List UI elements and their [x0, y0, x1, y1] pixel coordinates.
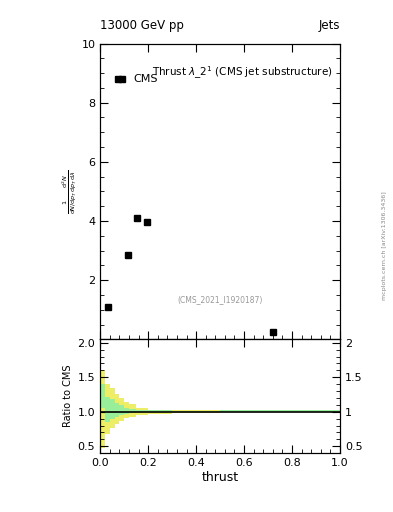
Text: 13000 GeV pp: 13000 GeV pp: [100, 19, 184, 32]
Text: CMS: CMS: [134, 74, 158, 84]
Text: mcplots.cern.ch [arXiv:1306.3436]: mcplots.cern.ch [arXiv:1306.3436]: [382, 191, 387, 300]
Y-axis label: $\frac{1}{\mathrm{d}N/\mathrm{d}p_{T}} \frac{\mathrm{d}^{2}N}{\mathrm{d}p_{T}\,\: $\frac{1}{\mathrm{d}N/\mathrm{d}p_{T}} \…: [60, 169, 79, 214]
Y-axis label: Ratio to CMS: Ratio to CMS: [63, 365, 73, 428]
Text: Thrust $\lambda\_2^1$ (CMS jet substructure): Thrust $\lambda\_2^1$ (CMS jet substruct…: [152, 64, 333, 81]
Text: (CMS_2021_I1920187): (CMS_2021_I1920187): [177, 295, 263, 304]
Text: Jets: Jets: [318, 19, 340, 32]
X-axis label: thrust: thrust: [202, 471, 239, 484]
